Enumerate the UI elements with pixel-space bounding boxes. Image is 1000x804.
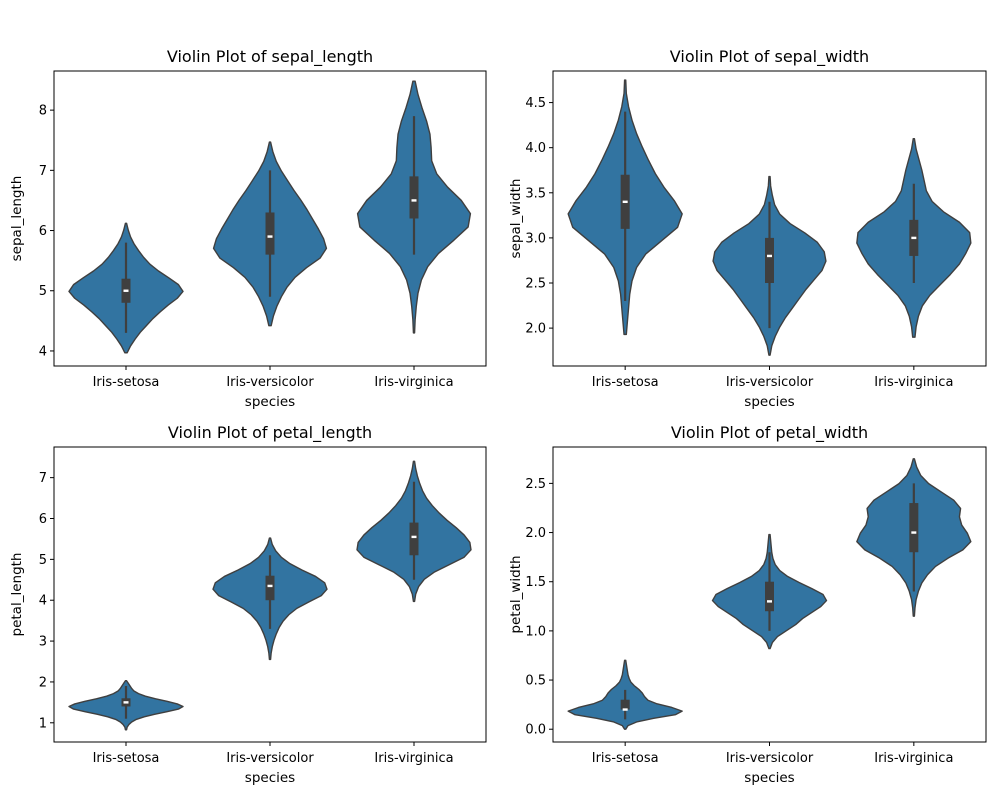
subplot-title: Violin Plot of sepal_width [670, 47, 869, 67]
y-tick-label: 3.5 [525, 186, 546, 201]
y-tick-label: 1.5 [525, 575, 546, 590]
x-tick-label: Iris-setosa [592, 751, 659, 766]
y-tick-label: 1.0 [525, 624, 546, 639]
y-tick-label: 7 [39, 471, 47, 486]
x-tick-label: Iris-versicolor [726, 751, 814, 766]
subplot-3: 1 2 3 4 5 6 7 Iris-setosa Iris-versicolor Iris-vi… [9, 423, 487, 786]
box-Iris-virginica [909, 503, 919, 553]
median-Iris-virginica [411, 199, 417, 202]
x-tick-label: Iris-versicolor [226, 375, 314, 390]
median-Iris-versicolor [267, 235, 273, 238]
box-Iris-versicolor [265, 212, 275, 255]
median-Iris-virginica [911, 531, 917, 534]
y-tick-label: 0.0 [525, 723, 546, 738]
x-tick-label: Iris-virginica [874, 375, 953, 390]
x-tick-label: Iris-versicolor [726, 375, 814, 390]
x-axis-label: species [744, 770, 794, 786]
y-tick-label: 7 [39, 164, 47, 179]
x-tick-label: Iris-setosa [93, 375, 160, 390]
y-tick-label: 4 [39, 344, 47, 359]
subplot-title: Violin Plot of sepal_length [167, 47, 373, 67]
x-tick-label: Iris-virginica [374, 375, 453, 390]
y-axis-label: sepal_width [508, 179, 524, 259]
box-Iris-versicolor [765, 237, 774, 284]
subplot-1: 4 5 6 7 8 Iris-setosa Iris-versicolor Iris-virg… [9, 47, 487, 410]
y-tick-label: 4.5 [525, 96, 546, 111]
box-Iris-versicolor [765, 581, 774, 612]
median-Iris-versicolor [767, 254, 772, 258]
y-tick-label: 6 [39, 224, 47, 239]
median-Iris-virginica [411, 535, 417, 539]
box-Iris-setosa [620, 699, 630, 710]
x-axis-label: species [245, 394, 295, 410]
subplot-2: 2.0 2.5 3.0 3.5 4.0 4.5 Iris-setosa Iris-versic… [508, 47, 987, 410]
y-tick-label: 2.0 [525, 322, 546, 337]
x-tick-label: Iris-setosa [93, 751, 160, 766]
x-tick-label: Iris-versicolor [226, 751, 314, 766]
median-Iris-virginica [911, 236, 917, 240]
x-tick-label: Iris-virginica [874, 751, 953, 766]
median-Iris-setosa [622, 200, 628, 204]
y-tick-label: 2.0 [525, 526, 546, 541]
median-Iris-setosa [123, 701, 129, 704]
x-tick-label: Iris-setosa [592, 375, 659, 390]
subplot-title: Violin Plot of petal_length [168, 423, 372, 443]
y-axis-label: sepal_length [9, 176, 25, 262]
x-axis-label: species [245, 770, 295, 786]
median-Iris-versicolor [767, 600, 772, 603]
y-tick-label: 1 [39, 716, 47, 731]
box-Iris-versicolor [265, 575, 275, 601]
x-tick-label: Iris-virginica [374, 751, 453, 766]
median-Iris-setosa [622, 708, 628, 711]
y-tick-label: 8 [39, 104, 47, 119]
y-tick-label: 6 [39, 512, 47, 527]
y-tick-label: 5 [39, 553, 47, 568]
median-Iris-setosa [123, 289, 129, 292]
subplot-4: 0.0 0.5 1.0 1.5 2.0 2.5 Iris-setosa Iris-versic… [508, 423, 987, 786]
y-tick-label: 3.0 [525, 231, 546, 246]
y-tick-label: 3 [39, 635, 47, 650]
y-tick-label: 2.5 [525, 477, 546, 492]
y-tick-label: 4 [39, 594, 47, 609]
y-tick-label: 5 [39, 284, 47, 299]
y-axis-label: petal_width [508, 555, 524, 633]
y-tick-label: 4.0 [525, 141, 546, 156]
median-Iris-versicolor [267, 584, 273, 588]
subplot-title: Violin Plot of petal_width [671, 423, 868, 443]
y-axis-label: petal_length [9, 553, 25, 637]
box-Iris-virginica [409, 522, 419, 556]
y-tick-label: 0.5 [525, 674, 546, 689]
x-axis-label: species [744, 394, 794, 410]
y-tick-label: 2.5 [525, 277, 546, 292]
box-Iris-virginica [409, 176, 419, 219]
y-tick-label: 2 [39, 675, 47, 690]
